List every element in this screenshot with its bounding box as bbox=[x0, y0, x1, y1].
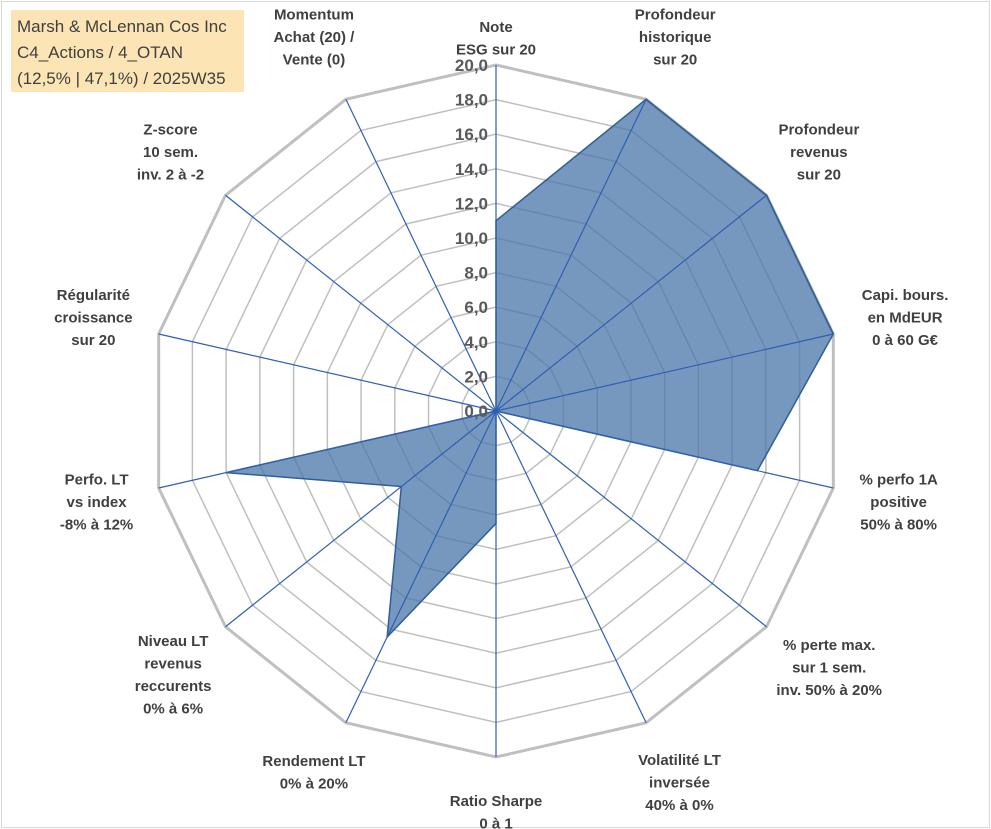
axis-label-line: revenus bbox=[144, 655, 202, 672]
score-period: (12,5% | 47,1%) / 2025W35 bbox=[17, 69, 226, 88]
data-point bbox=[385, 635, 389, 639]
axis-spoke bbox=[495, 410, 647, 723]
axis-spoke bbox=[345, 99, 497, 412]
axis-label: Niveau LT revenus reccurents 0% à 6% bbox=[135, 633, 212, 718]
axis-label-line: Z-score bbox=[143, 121, 197, 138]
axis-label-line: inv. 50% à 20% bbox=[776, 682, 882, 699]
axis-label-line: 40% à 0% bbox=[645, 797, 713, 814]
company-name: Marsh & McLennan Cos Inc bbox=[17, 17, 227, 36]
axis-label-line: Vente (0) bbox=[283, 51, 346, 68]
axis-spoke bbox=[158, 410, 497, 489]
axis-label-line: reccurents bbox=[135, 678, 212, 695]
axis-label-line: 0% à 6% bbox=[143, 700, 203, 717]
axis-label-line: historique bbox=[639, 29, 712, 46]
axis-label-line: sur 1 sem. bbox=[792, 660, 866, 677]
tick-label: 0,0 bbox=[464, 402, 488, 421]
axis-label-line: Capi. bours. bbox=[862, 287, 949, 304]
axis-label: Perfo. LT vs index -8% à 12% bbox=[60, 471, 133, 533]
axis-label-line: sur 20 bbox=[71, 332, 115, 349]
axis-label-line: 0 à 60 G€ bbox=[872, 332, 939, 349]
axis-label-line: 10 sem. bbox=[143, 144, 198, 161]
axis-label: Régularité croissance sur 20 bbox=[54, 287, 132, 349]
axis-label-line: Perfo. LT bbox=[65, 471, 129, 488]
tick-label: 8,0 bbox=[464, 264, 488, 283]
axis-label-line: Régularité bbox=[57, 287, 130, 304]
axis-label-line: inv. 2 à -2 bbox=[137, 166, 204, 183]
portfolio-category: C4_Actions / 4_OTAN bbox=[17, 43, 183, 62]
axis-label: % perfo 1A positive 50% à 80% bbox=[859, 471, 938, 533]
axis-label: % perte max. sur 1 sem. inv. 50% à 20% bbox=[776, 637, 882, 699]
axis-label-line: 0 à 1 bbox=[479, 816, 512, 829]
tick-label: 20,0 bbox=[455, 56, 488, 75]
tick-label: 4,0 bbox=[464, 333, 488, 352]
data-point bbox=[755, 469, 759, 473]
data-point bbox=[644, 97, 648, 101]
axis-label-line: Rendement LT bbox=[262, 753, 365, 770]
axis-label-line: Profondeur bbox=[635, 6, 716, 23]
axis-label: Momentum Achat (20) / Vente (0) bbox=[274, 6, 356, 68]
axis-spoke bbox=[495, 410, 834, 489]
axis-label-line: Profondeur bbox=[778, 121, 859, 138]
axis-label-line: % perte max. bbox=[783, 637, 876, 654]
axis-label-line: ESG sur 20 bbox=[456, 42, 536, 59]
axis-label-line: Achat (20) / bbox=[274, 29, 356, 46]
axis-label-line: sur 20 bbox=[797, 166, 841, 183]
tick-label: 10,0 bbox=[455, 229, 488, 248]
axis-spoke bbox=[225, 410, 497, 628]
series-area bbox=[225, 98, 835, 640]
tick-label: 18,0 bbox=[455, 91, 488, 110]
axis-spoke bbox=[225, 194, 497, 412]
tick-label: 16,0 bbox=[455, 125, 488, 144]
axis-label-line: vs index bbox=[67, 494, 128, 511]
axis-label: Note ESG sur 20 bbox=[456, 19, 536, 59]
axis-label: Profondeur historique sur 20 bbox=[635, 6, 716, 68]
axis-label-line: 0% à 20% bbox=[280, 776, 348, 793]
axis-label: Volatilité LT inversée 40% à 0% bbox=[638, 752, 721, 814]
axis-label: Rendement LT 0% à 20% bbox=[262, 753, 365, 793]
data-point bbox=[224, 471, 228, 475]
tick-label: 12,0 bbox=[455, 194, 488, 213]
data-point bbox=[765, 193, 769, 197]
axis-label-line: Note bbox=[479, 19, 512, 36]
axis-label-line: en MdEUR bbox=[868, 310, 943, 327]
data-point bbox=[494, 409, 498, 413]
axis-spoke bbox=[495, 333, 834, 412]
data-point bbox=[494, 521, 498, 525]
axis-spoke bbox=[495, 194, 767, 412]
axis-spoke bbox=[495, 410, 767, 628]
axis-label-line: Volatilité LT bbox=[638, 752, 721, 769]
axis-label-line: sur 20 bbox=[653, 51, 697, 68]
info-box: Marsh & McLennan Cos Inc C4_Actions / 4_… bbox=[11, 10, 244, 92]
axis-spoke bbox=[158, 333, 497, 412]
axis-label-line: Niveau LT bbox=[138, 633, 209, 650]
axis-label: Ratio Sharpe 0 à 1 bbox=[450, 793, 543, 829]
axis-label-line: Momentum bbox=[274, 6, 354, 23]
axis-label-line: revenus bbox=[790, 144, 848, 161]
tick-label: 14,0 bbox=[455, 160, 488, 179]
axis-label-line: 50% à 80% bbox=[860, 516, 937, 533]
axis-label-line: % perfo 1A bbox=[859, 471, 938, 488]
axis-label-line: -8% à 12% bbox=[60, 516, 133, 533]
axis-label: Profondeur revenus sur 20 bbox=[778, 121, 859, 183]
axis-spoke bbox=[495, 99, 647, 412]
axis-label-line: Ratio Sharpe bbox=[450, 793, 543, 810]
axis-label-line: croissance bbox=[54, 310, 132, 327]
tick-label: 6,0 bbox=[464, 298, 488, 317]
axis-spoke bbox=[345, 410, 497, 723]
data-point bbox=[399, 485, 403, 489]
axis-label: Capi. bours. en MdEUR 0 à 60 G€ bbox=[862, 287, 949, 349]
axis-label-line: inversée bbox=[649, 775, 710, 792]
data-point bbox=[831, 332, 835, 336]
axis-label: Z-score 10 sem. inv. 2 à -2 bbox=[137, 121, 204, 183]
tick-label: 2,0 bbox=[464, 367, 488, 386]
data-point bbox=[494, 219, 498, 223]
axis-label-line: positive bbox=[870, 494, 927, 511]
